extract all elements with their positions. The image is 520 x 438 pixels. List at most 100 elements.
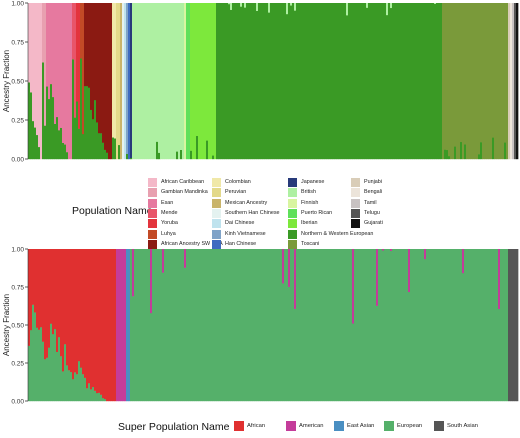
bottom-bar-segment [490, 249, 493, 402]
bottom-bar-segment [480, 249, 483, 402]
top-bar-segment [490, 3, 493, 160]
bottom-y-tick-label: 0.00 [11, 399, 24, 406]
top-bar-segment [430, 3, 433, 160]
top-bar-segment [416, 3, 419, 160]
top-bar-segment [288, 3, 291, 160]
bottom-bar-segment [470, 249, 473, 402]
top-bar-segment [54, 123, 57, 160]
top-bar-segment [372, 3, 375, 160]
top-bar-segment [246, 3, 249, 160]
legend-label: Iberian [301, 220, 318, 227]
top-y-axis-label: Ancestry Fraction [2, 50, 11, 112]
top-bar-segment [94, 99, 97, 160]
top-bar-segment [122, 3, 125, 160]
top-bar-segment [484, 3, 487, 160]
top-bar-segment [508, 3, 511, 160]
bottom-bar-segment [74, 249, 77, 373]
legend-swatch [288, 208, 297, 218]
top-y-tick-label: 1.00 [11, 1, 24, 8]
top-bar-segment [62, 3, 65, 143]
bottom-bar-segment [60, 356, 63, 402]
bottom-bar-segment [504, 249, 507, 402]
top-bar-segment [204, 3, 207, 160]
bottom-bar-segment [74, 372, 77, 402]
top-bar-segment [310, 3, 313, 160]
top-bar-segment [294, 10, 297, 160]
top-bar-segment [312, 3, 315, 160]
top-bar-segment [54, 3, 57, 124]
top-bar-segment [214, 3, 217, 160]
bottom-bar-segment [56, 351, 59, 402]
top-bar-segment [228, 3, 231, 5]
bottom-bar-segment [404, 249, 407, 402]
top-bar-segment [360, 3, 363, 160]
bottom-bar-segment [388, 249, 391, 402]
top-bar-segment [222, 3, 225, 160]
bottom-bar-segment [338, 249, 341, 402]
bottom-bar-segment [468, 249, 471, 402]
legend-label: Mende [161, 209, 178, 216]
bottom-bar-segment [412, 249, 415, 402]
bottom-bar-segment [368, 249, 371, 402]
bottom-bar-segment [428, 249, 431, 402]
top-bar-segment [176, 3, 179, 152]
top-bar-segment [46, 86, 49, 160]
bottom-bar-segment [492, 249, 495, 402]
bottom-bar-segment [52, 249, 55, 335]
top-bar-segment [376, 3, 379, 160]
bottom-bar-segment [100, 394, 103, 402]
bottom-bar-segment [324, 249, 327, 402]
bottom-bar-segment [236, 249, 239, 402]
top-bar-segment [358, 3, 361, 160]
top-bar-segment [196, 3, 199, 137]
top-bar-segment [404, 3, 407, 160]
bottom-bar-segment [406, 249, 409, 402]
top-bar-segment [442, 3, 445, 160]
bottom-bar-segment [70, 371, 73, 402]
top-bar-segment [106, 152, 109, 160]
bottom-bar-segment [294, 308, 297, 402]
bottom-bar-segment [98, 392, 101, 402]
legend-label: Kinh Vietnamese [225, 230, 266, 237]
population-legend-title: Population Name [72, 205, 153, 217]
top-bar-segment [322, 3, 325, 160]
bottom-bar-segment [498, 249, 501, 310]
bottom-bar-segment [84, 249, 87, 378]
top-bar-segment [132, 3, 135, 160]
top-bar-segment [196, 135, 199, 160]
top-bar-segment [176, 151, 179, 160]
top-bar-segment [174, 3, 177, 160]
bottom-bar-segment [56, 249, 59, 352]
bottom-bar-segment [462, 273, 465, 402]
top-bar-segment [346, 15, 349, 160]
bottom-bar-segment [310, 249, 313, 402]
top-bar-segment [28, 3, 31, 83]
bottom-bar-segment [438, 249, 441, 402]
top-bar-segment [432, 3, 435, 160]
legend-label: East Asian [347, 423, 375, 429]
top-bar-segment [366, 7, 369, 160]
top-bar-segment [498, 3, 501, 160]
top-bar-segment [212, 155, 215, 160]
top-bar-segment [342, 3, 345, 160]
top-bar-segment [454, 146, 457, 160]
top-bar-segment [62, 142, 65, 160]
top-bar-segment [186, 3, 189, 160]
top-bar-segment [158, 3, 161, 153]
top-bar-segment [184, 3, 187, 160]
top-bar-segment [118, 3, 121, 146]
top-bar-segment [80, 58, 83, 160]
bottom-bar-segment [138, 249, 141, 402]
bottom-bar-segment [506, 249, 509, 402]
top-bar-segment [96, 3, 99, 123]
bottom-bar-segment [30, 249, 33, 331]
bottom-bar-segment [266, 249, 269, 402]
top-bar-segment [506, 3, 509, 160]
top-bar-segment [32, 120, 35, 160]
bottom-bar-segment [76, 374, 79, 402]
bottom-bar-segment [96, 249, 99, 394]
top-bar-segment [92, 3, 95, 120]
top-bar-segment [336, 3, 339, 160]
legend-swatch [148, 229, 157, 239]
bottom-bar-segment [416, 249, 419, 402]
